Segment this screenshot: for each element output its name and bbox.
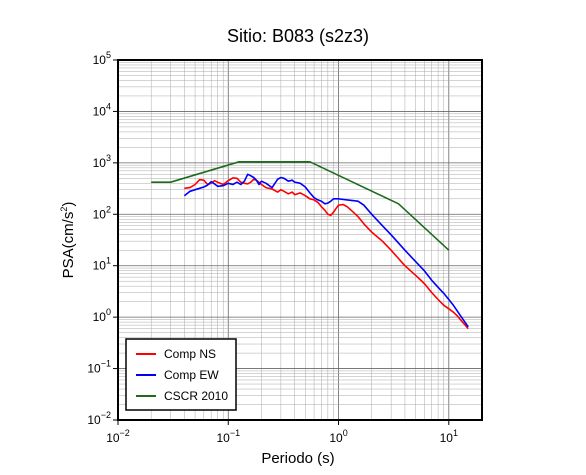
y-tick-exp: 3 xyxy=(106,153,111,163)
series-line-comp-ns xyxy=(184,177,469,330)
grid-lines xyxy=(117,59,483,421)
series-line-cscr-2010 xyxy=(151,161,450,251)
y-tick-base: 10 xyxy=(87,413,101,427)
y-tick-label: 105 xyxy=(93,50,111,67)
y-axis-label-close: ) xyxy=(60,202,77,207)
y-tick-exp: 2 xyxy=(106,204,111,214)
y-tick-base: 10 xyxy=(93,104,107,118)
legend-label: Comp NS xyxy=(164,347,216,361)
x-tick-base: 10 xyxy=(216,431,230,445)
y-tick-exp: 0 xyxy=(106,307,111,317)
x-tick-label: 10−2 xyxy=(106,428,130,445)
x-tick-base: 10 xyxy=(106,431,120,445)
y-tick-label: 10−2 xyxy=(87,410,111,427)
x-tick-exp: −2 xyxy=(120,428,130,438)
x-tick-exp: 0 xyxy=(343,428,348,438)
x-tick-label: 101 xyxy=(440,428,458,445)
plot-frame xyxy=(117,59,483,421)
legend-label: CSCR 2010 xyxy=(164,389,228,403)
x-tick-base: 10 xyxy=(329,431,343,445)
y-tick-label: 102 xyxy=(93,204,111,221)
y-tick-base: 10 xyxy=(93,310,107,324)
y-tick-label: 10−1 xyxy=(87,359,111,376)
y-tick-label: 103 xyxy=(93,153,111,170)
y-tick-exp: 5 xyxy=(106,50,111,60)
y-tick-label: 100 xyxy=(93,307,111,324)
y-tick-base: 10 xyxy=(93,53,107,67)
x-axis-label: Periodo (s) xyxy=(261,450,334,467)
y-tick-base: 10 xyxy=(93,259,107,273)
chart-title: Sitio: B083 (s2z3) xyxy=(227,26,369,46)
x-tick-exp: 1 xyxy=(453,428,458,438)
x-tick-label: 100 xyxy=(329,428,347,445)
y-axis-label-exp: 2 xyxy=(59,207,69,212)
series-line-comp-ew xyxy=(183,173,469,328)
y-tick-base: 10 xyxy=(93,156,107,170)
legend: Comp NS Comp EW CSCR 2010 xyxy=(125,338,237,411)
series-layer xyxy=(151,161,469,330)
y-axis-label: PSA(cm/s2) xyxy=(59,202,77,279)
y-tick-label: 101 xyxy=(93,256,111,273)
x-tick-label: 10−1 xyxy=(216,428,240,445)
legend-label: Comp EW xyxy=(164,368,219,382)
y-tick-exp: 1 xyxy=(106,256,111,266)
y-tick-label: 104 xyxy=(93,101,111,118)
x-tick-exp: −1 xyxy=(230,428,240,438)
x-tick-base: 10 xyxy=(440,431,454,445)
y-tick-base: 10 xyxy=(87,362,101,376)
y-tick-exp: −2 xyxy=(101,410,111,420)
svg-text:PSA(cm/s2): PSA(cm/s2) xyxy=(59,202,77,279)
y-tick-base: 10 xyxy=(93,207,107,221)
y-axis-label-base: PSA(cm/s xyxy=(60,212,77,279)
y-tick-exp: −1 xyxy=(101,359,111,369)
x-axis-ticks: 10−2 10−1 100 101 xyxy=(106,420,458,445)
y-tick-exp: 4 xyxy=(106,101,111,111)
